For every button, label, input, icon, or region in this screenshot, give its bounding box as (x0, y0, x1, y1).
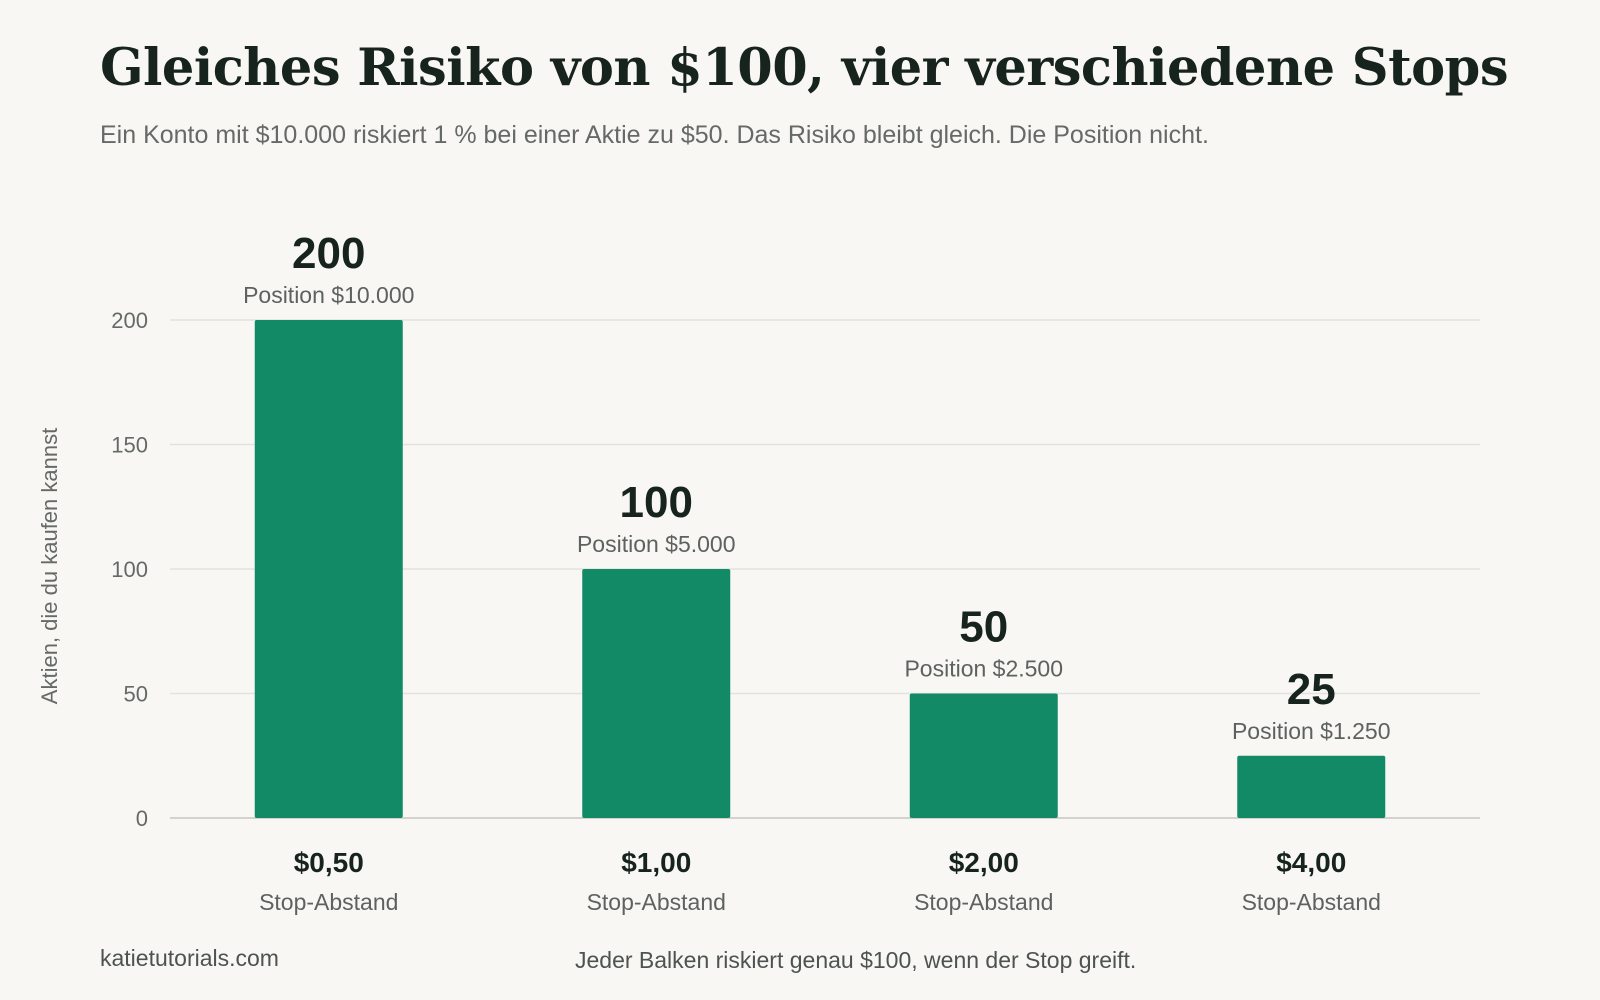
bar (582, 569, 731, 818)
x-category-sublabel: Stop-Abstand (1242, 889, 1381, 915)
x-category-sublabel: Stop-Abstand (587, 889, 726, 915)
x-category-label: $0,50 (294, 847, 364, 878)
chart-footnote: Jeder Balken riskiert genau $100, wenn d… (575, 947, 1137, 973)
x-category-sublabel: Stop-Abstand (914, 889, 1053, 915)
chart-title: Gleiches Risiko von $100, vier verschied… (100, 38, 1509, 98)
y-tick-label: 0 (136, 806, 148, 831)
bar-value-label: 200 (292, 229, 365, 278)
x-category-label: $1,00 (621, 847, 691, 878)
bar (909, 693, 1058, 818)
x-category-label: $2,00 (949, 847, 1019, 878)
y-tick-label: 200 (111, 308, 148, 333)
x-category-sublabel: Stop-Abstand (259, 889, 398, 915)
bar (254, 320, 403, 818)
chart-subtitle: Ein Konto mit $10.000 riskiert 1 % bei e… (100, 121, 1209, 149)
bar-position-label: Position $5.000 (577, 531, 736, 557)
y-tick-label: 50 (124, 682, 148, 707)
bar-value-label: 25 (1287, 665, 1336, 714)
y-tick-label: 150 (111, 433, 148, 458)
x-category-label: $4,00 (1276, 847, 1346, 878)
source-credit: katietutorials.com (100, 945, 279, 971)
bar-value-label: 50 (959, 603, 1008, 652)
bar (1237, 755, 1386, 818)
bar-position-label: Position $1.250 (1232, 718, 1391, 744)
y-tick-label: 100 (111, 557, 148, 582)
y-axis-label: Aktien, die du kaufen kannst (37, 428, 62, 704)
bar-position-label: Position $10.000 (243, 282, 414, 308)
bar-position-label: Position $2.500 (904, 656, 1063, 682)
bar-value-label: 100 (620, 478, 693, 527)
